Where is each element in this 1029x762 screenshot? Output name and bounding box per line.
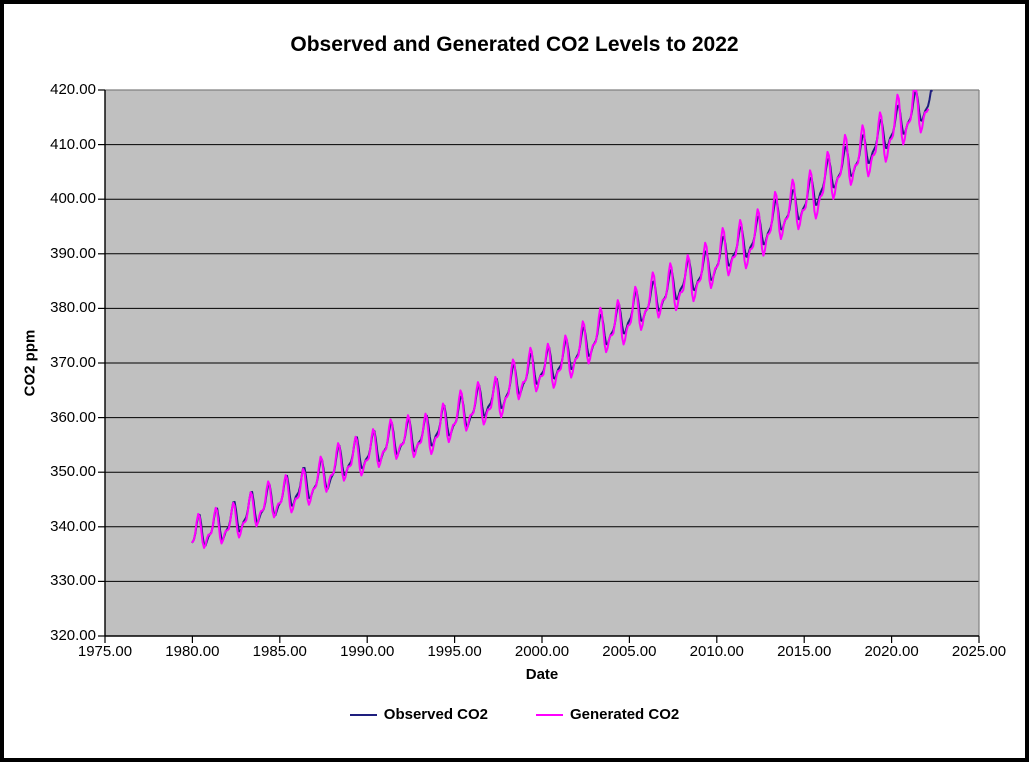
x-tick-label-2005.00: 2005.00 [602,643,657,660]
y-tick-label-420.00: 420.00 [50,81,96,98]
y-tick-label-370.00: 370.00 [50,354,96,371]
observed-series-swatch [349,713,377,716]
legend-item-generated: Generated CO2 [536,706,679,723]
x-tick-label-2020.00: 2020.00 [864,643,919,660]
y-tick-label-330.00: 330.00 [50,572,96,590]
x-tick-label-2015.00: 2015.00 [777,643,832,660]
y-tick-label-340.00: 340.00 [50,517,96,535]
x-tick-label-2025.00: 2025.00 [951,643,1007,660]
legend-label-observed: Observed CO2 [383,706,488,723]
chart-legend: Observed CO2 Generated CO2 [0,706,1029,723]
x-axis-title: Date [525,666,559,683]
y-tick-label-360.00: 360.00 [50,408,96,426]
y-tick-label-400.00: 400.00 [50,190,96,208]
x-tick-label-1980.00: 1980.00 [165,643,220,660]
generated-series-swatch [536,713,563,716]
x-tick-label-1995.00: 1995.00 [427,643,482,660]
y-tick-label-320.00: 320.00 [50,627,96,644]
x-tick-label-2010.00: 2010.00 [689,643,744,660]
x-tick-label-1990.00: 1990.00 [340,643,395,660]
x-tick-label-1975.00: 1975.00 [77,643,133,660]
y-tick-label-380.00: 380.00 [50,299,96,317]
chart-title: Observed and Generated CO2 Levels to 202… [290,33,739,56]
legend-label-generated: Generated CO2 [570,706,680,723]
y-tick-label-410.00: 410.00 [50,135,96,153]
y-axis-title: CO2 ppm [21,329,39,397]
legend-item-observed: Observed CO2 [349,706,488,723]
series-line-generated [191,89,930,549]
y-tick-label-350.00: 350.00 [50,463,96,481]
x-tick-label-2000.00: 2000.00 [514,643,570,660]
x-tick-label-1985.00: 1985.00 [252,643,307,660]
y-tick-label-390.00: 390.00 [50,244,96,262]
